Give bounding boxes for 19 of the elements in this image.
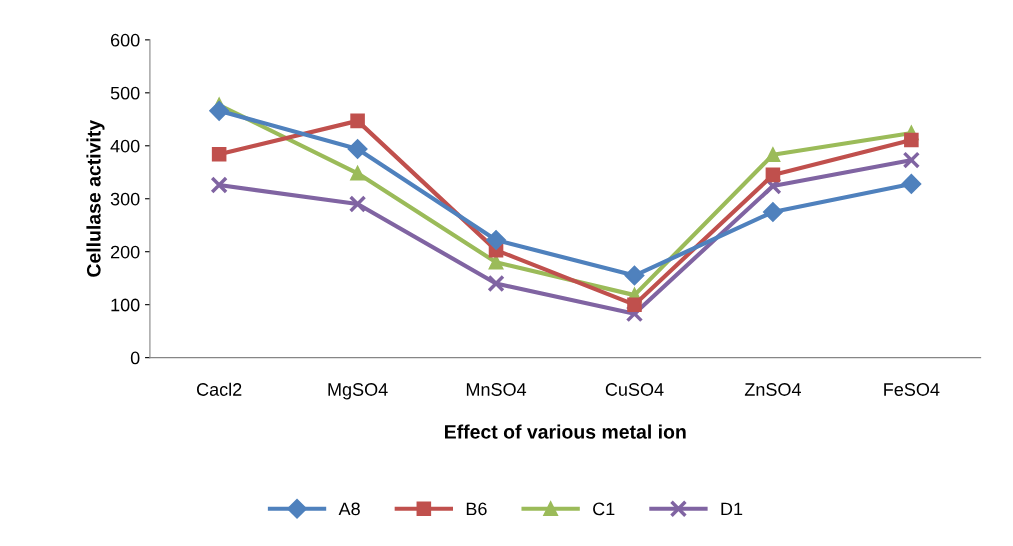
y-tick-label: 100: [111, 298, 140, 312]
legend-label: C1: [593, 502, 615, 516]
legend-label: B6: [466, 502, 487, 516]
x-tick-label: MnSO4: [466, 383, 527, 396]
y-tick-label: 200: [110, 245, 140, 259]
legend-label: D1: [721, 502, 743, 516]
y-tick-label: 600: [111, 33, 140, 47]
x-axis-title: Effect of various metal ion: [445, 424, 686, 439]
x-tick-label: CuSO4: [605, 383, 664, 396]
legend-label: A8: [338, 502, 360, 516]
y-tick-label: 0: [130, 351, 140, 365]
x-tick-label: MgSO4: [328, 383, 388, 400]
x-tick-label: Cacl2: [196, 382, 242, 396]
y-tick-label: 400: [110, 139, 140, 153]
y-tick-label: 500: [110, 86, 140, 100]
x-tick-label: ZnSO4: [744, 383, 801, 396]
y-tick-label: 300: [110, 192, 140, 206]
y-axis-title: Cellulase activity: [86, 119, 105, 277]
x-tick-label: FeSO4: [884, 383, 940, 396]
